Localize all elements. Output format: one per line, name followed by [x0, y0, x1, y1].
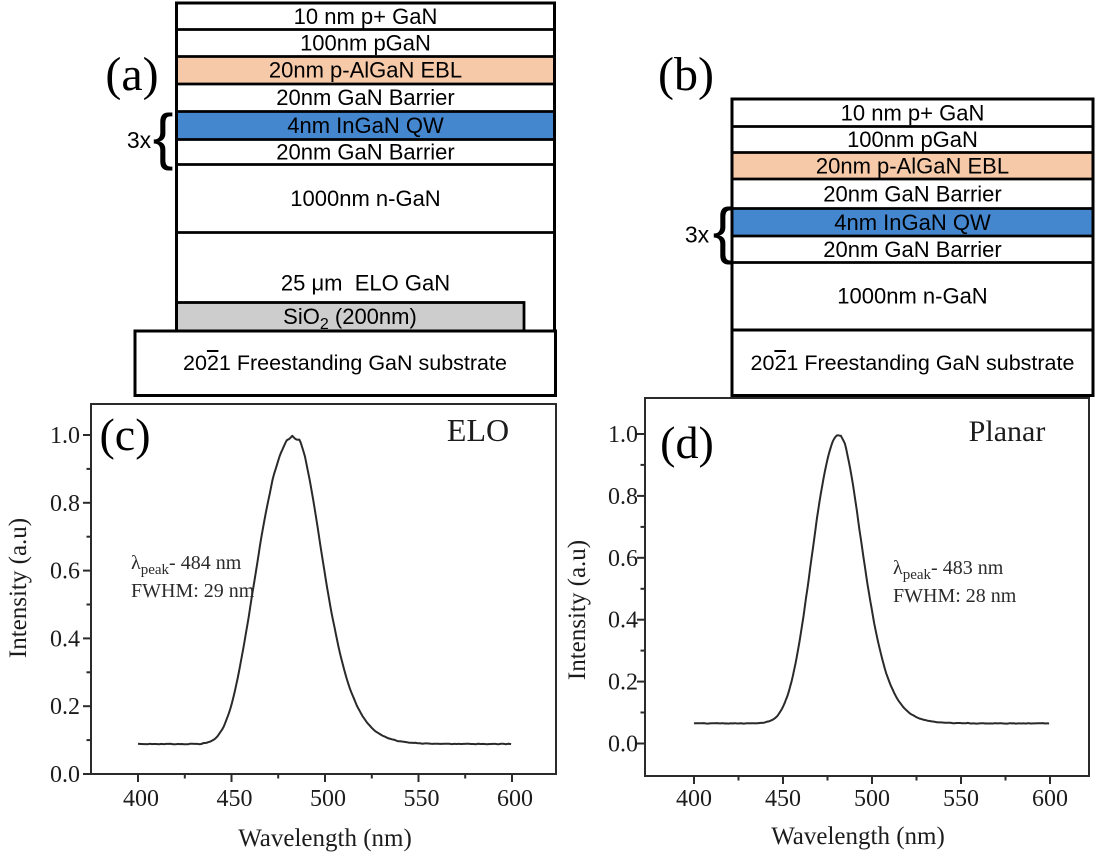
svg-text:{: { [153, 102, 174, 171]
svg-text:500: 500 [854, 786, 890, 812]
svg-text:20nm GaN Barrier: 20nm GaN Barrier [276, 140, 455, 165]
svg-text:(a): (a) [105, 48, 158, 101]
svg-text:2021 Freestanding GaN substrat: 2021 Freestanding GaN substrate [751, 351, 1075, 375]
svg-text:1000nm n-GaN: 1000nm n-GaN [290, 186, 440, 211]
svg-text:0.0: 0.0 [608, 732, 638, 758]
svg-text:20nm GaN Barrier: 20nm GaN Barrier [823, 182, 1002, 207]
svg-text:20nm GaN Barrier: 20nm GaN Barrier [823, 237, 1002, 262]
svg-text:20nm p-AlGaN EBL: 20nm p-AlGaN EBL [816, 154, 1009, 179]
svg-text:Planar: Planar [969, 415, 1046, 448]
svg-text:ELO: ELO [447, 412, 509, 448]
svg-text:450: 450 [217, 786, 253, 812]
svg-text:2021 Freestanding GaN substrat: 2021 Freestanding GaN substrate [183, 351, 507, 375]
svg-text:0.8: 0.8 [50, 491, 80, 517]
svg-text:3x: 3x [685, 222, 710, 248]
svg-text:20nm p-AlGaN EBL: 20nm p-AlGaN EBL [269, 58, 462, 83]
svg-text:550: 550 [943, 786, 979, 812]
svg-text:500: 500 [310, 786, 346, 812]
svg-text:1.0: 1.0 [50, 423, 80, 449]
svg-text:100nm pGaN: 100nm pGaN [847, 127, 978, 152]
svg-text:Intensity (a.u): Intensity (a.u) [564, 540, 591, 680]
svg-text:25 μm ELO GaN: 25 μm ELO GaN [281, 271, 450, 296]
svg-text:4nm InGaN QW: 4nm InGaN QW [287, 113, 444, 138]
svg-text:550: 550 [404, 786, 440, 812]
svg-text:0.6: 0.6 [608, 546, 638, 572]
svg-text:10 nm p+ GaN: 10 nm p+ GaN [294, 4, 438, 29]
svg-text:0.4: 0.4 [50, 626, 80, 652]
svg-text:0.2: 0.2 [50, 694, 80, 720]
svg-text:{: { [713, 196, 734, 265]
svg-text:1.0: 1.0 [608, 422, 638, 448]
svg-text:λpeak- 484 nm: λpeak- 484 nm [131, 552, 242, 578]
svg-text:100nm pGaN: 100nm pGaN [300, 31, 431, 56]
svg-text:4nm InGaN QW: 4nm InGaN QW [834, 210, 991, 235]
svg-text:400: 400 [676, 786, 712, 812]
svg-text:Wavelength (nm): Wavelength (nm) [238, 825, 412, 852]
svg-text:600: 600 [1032, 786, 1068, 812]
svg-text:600: 600 [497, 786, 533, 812]
svg-text:(c): (c) [99, 409, 150, 460]
svg-text:0.2: 0.2 [608, 670, 638, 696]
svg-text:FWHM: 28 nm: FWHM: 28 nm [893, 585, 1017, 607]
svg-text:Intensity (a.u): Intensity (a.u) [5, 518, 32, 658]
svg-text:450: 450 [765, 786, 801, 812]
svg-text:0.4: 0.4 [608, 608, 638, 634]
svg-text:0.6: 0.6 [50, 559, 80, 585]
svg-text:3x: 3x [127, 127, 152, 153]
svg-text:(d): (d) [660, 417, 714, 468]
svg-text:20nm GaN Barrier: 20nm GaN Barrier [276, 85, 455, 110]
svg-text:1000nm n-GaN: 1000nm n-GaN [837, 284, 987, 309]
svg-text:(b): (b) [658, 48, 714, 101]
svg-text:SiO2 (200nm): SiO2 (200nm) [283, 304, 417, 333]
svg-text:0.8: 0.8 [608, 484, 638, 510]
svg-text:FWHM: 29 nm: FWHM: 29 nm [131, 580, 255, 602]
svg-text:400: 400 [123, 786, 159, 812]
svg-text:0.0: 0.0 [50, 762, 80, 788]
svg-text:10 nm p+ GaN: 10 nm p+ GaN [841, 101, 985, 126]
svg-text:Wavelength (nm): Wavelength (nm) [771, 823, 945, 850]
